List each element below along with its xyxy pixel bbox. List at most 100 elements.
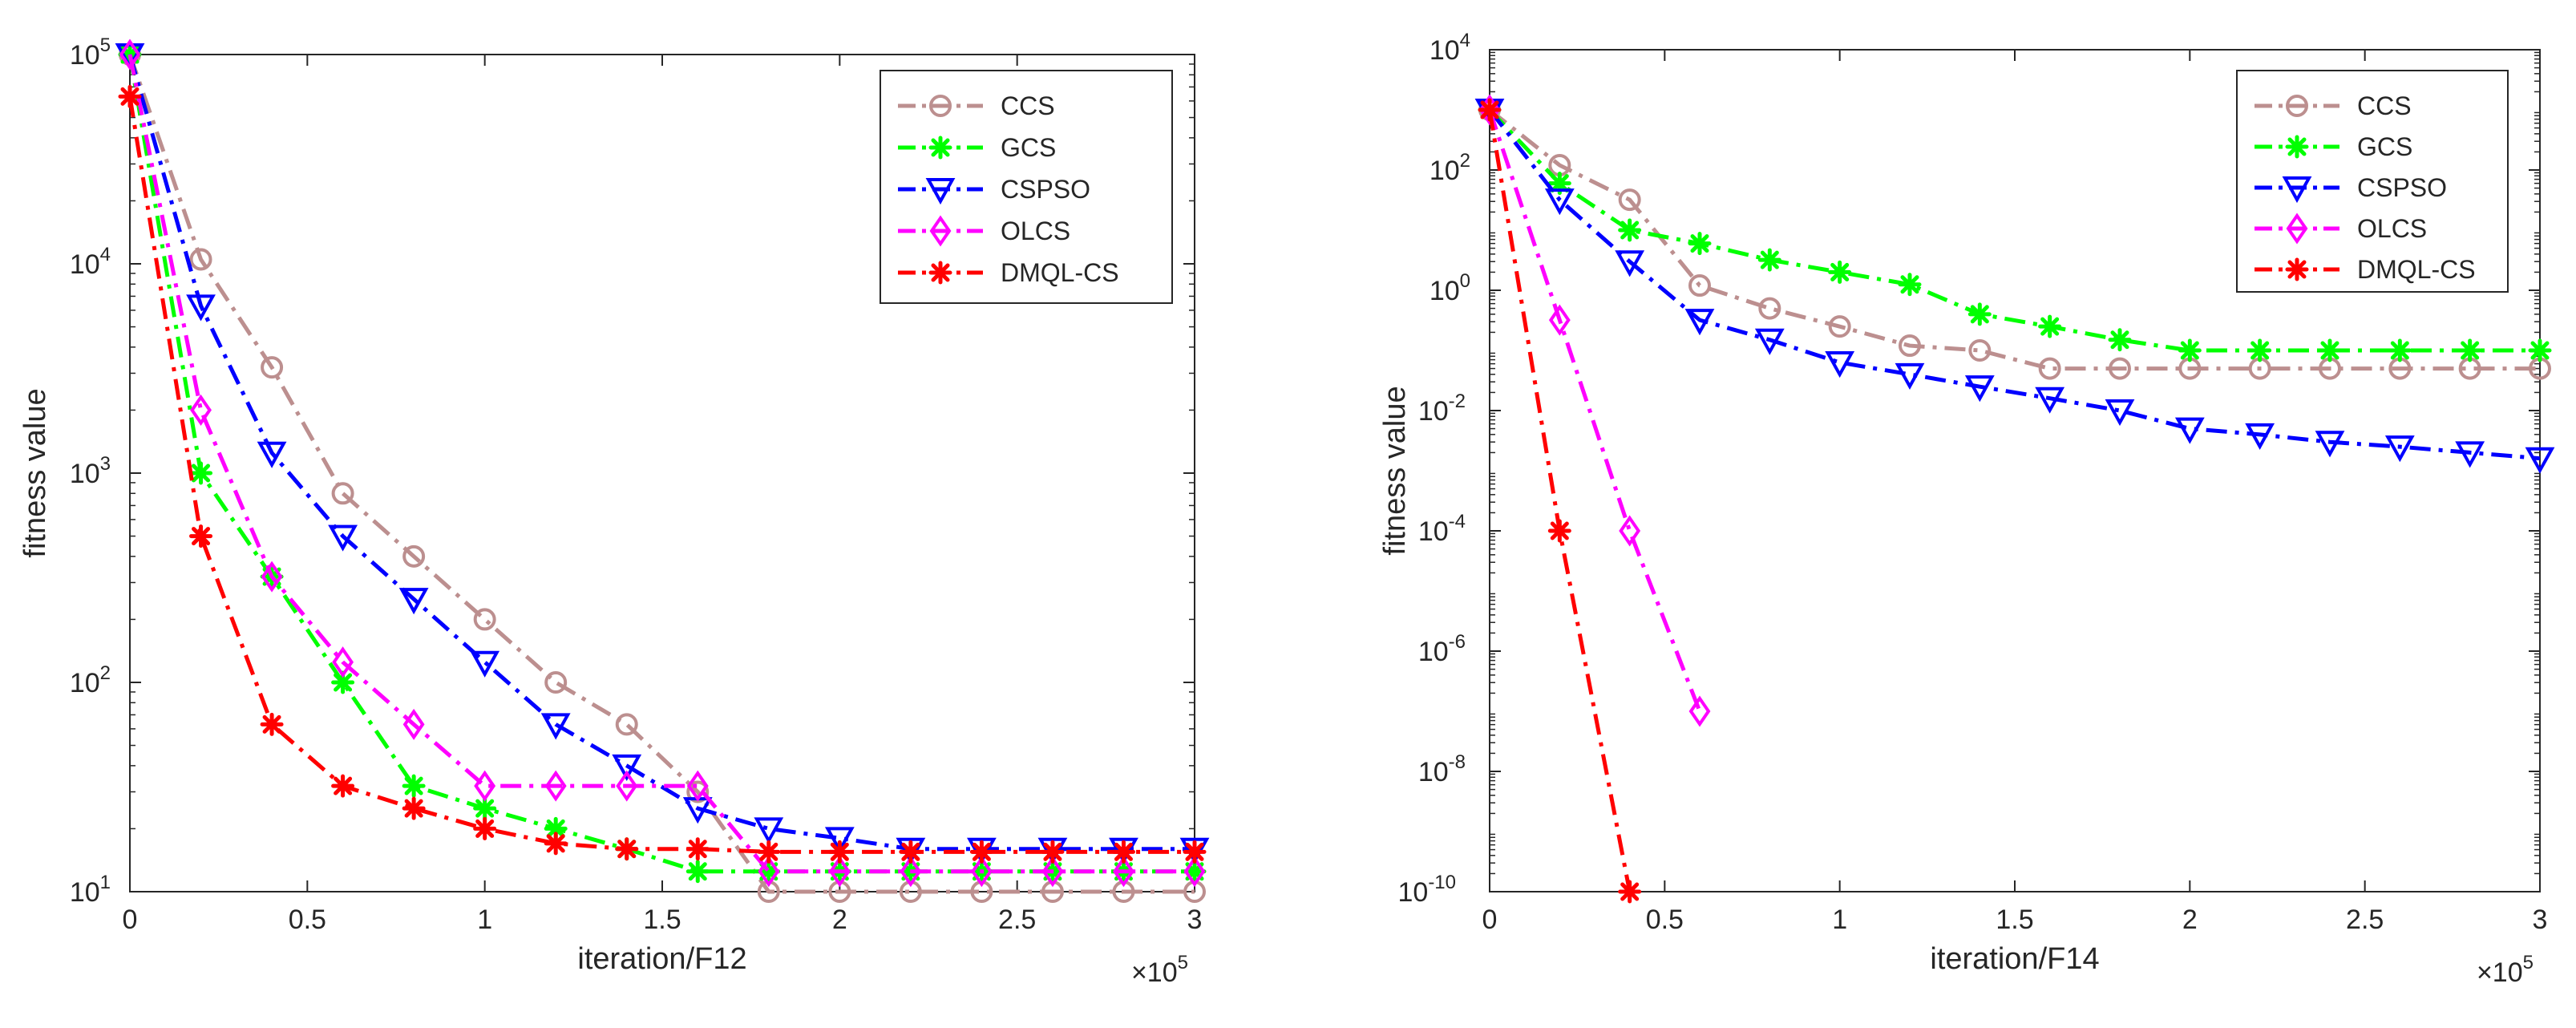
point-cspso xyxy=(1544,188,1575,216)
point-gcs xyxy=(2248,338,2272,362)
series-ccs xyxy=(1478,99,2551,380)
point-gcs xyxy=(685,860,710,884)
point-gcs xyxy=(2528,338,2552,362)
series-dmql-cs xyxy=(118,84,1207,864)
legend-label-cspso: CSPSO xyxy=(1001,175,1090,204)
legend-label-olcs: OLCS xyxy=(2357,214,2427,243)
legend-label-dmql-cs: DMQL-CS xyxy=(1001,258,1119,287)
point-ccs xyxy=(189,248,212,271)
point-gcs xyxy=(2178,338,2202,362)
point-cspso xyxy=(2315,431,2345,458)
point-gcs xyxy=(402,774,426,798)
x-tick-label: 3 xyxy=(2533,905,2548,935)
point-ccs xyxy=(402,544,426,568)
point-gcs xyxy=(2108,328,2132,352)
point-dmql-cs xyxy=(1183,840,1207,864)
point-dmql-cs xyxy=(1111,840,1135,864)
y-tick-label: 100 xyxy=(1430,270,1470,306)
point-ccs xyxy=(1618,188,1641,212)
point-gcs xyxy=(1547,172,1571,196)
point-dmql-cs xyxy=(473,816,497,840)
y-axis-label: fitness value xyxy=(18,388,52,557)
legend: CCS GCS CSPSO OLCS DMQL-CS xyxy=(880,70,1173,304)
point-dmql-cs xyxy=(1041,840,1065,864)
legend-box xyxy=(880,70,1173,304)
point-cspso xyxy=(186,294,216,322)
x-tick-label: 0 xyxy=(123,905,138,935)
point-dmql-cs xyxy=(615,837,639,861)
legend-marker xyxy=(2285,257,2309,281)
point-gcs xyxy=(544,816,568,840)
point-cspso xyxy=(754,817,784,844)
point-cspso xyxy=(1615,250,1645,277)
point-gcs xyxy=(2318,338,2342,362)
point-ccs xyxy=(1688,274,1711,297)
point-dmql-cs xyxy=(189,524,213,548)
x-tick-label: 1 xyxy=(1832,905,1847,935)
point-gcs xyxy=(1967,302,1992,326)
point-dmql-cs xyxy=(969,840,993,864)
point-gcs xyxy=(1757,248,1781,272)
point-gcs xyxy=(1828,260,1852,284)
series-line-olcs xyxy=(1487,109,1702,712)
point-ccs xyxy=(261,356,284,379)
point-cspso xyxy=(824,827,855,854)
series-line-gcs xyxy=(1488,108,2540,353)
point-ccs xyxy=(2109,357,2131,380)
point-cspso xyxy=(612,754,642,781)
point-gcs xyxy=(2458,338,2482,362)
x-tick-label: 2 xyxy=(832,905,847,935)
point-cspso xyxy=(2245,423,2275,450)
point-ccs xyxy=(1899,334,1921,358)
legend-label-gcs: GCS xyxy=(2357,132,2412,161)
x-tick-label: 2 xyxy=(2182,905,2198,935)
legend-label-dmql-cs: DMQL-CS xyxy=(2357,255,2476,284)
point-cspso xyxy=(1964,375,1995,403)
point-olcs xyxy=(402,708,425,740)
point-dmql-cs xyxy=(1547,519,1571,543)
point-gcs xyxy=(1688,232,1712,256)
point-cspso xyxy=(2455,441,2485,468)
x-tick-label: 0.5 xyxy=(1646,905,1684,935)
point-gcs xyxy=(473,796,497,820)
y-tick-label: 101 xyxy=(70,872,111,908)
point-cspso xyxy=(2384,435,2415,463)
y-tick-label: 10-2 xyxy=(1418,391,1466,427)
point-cspso xyxy=(1684,309,1715,336)
series-dmql-cs xyxy=(1478,98,1642,904)
point-cspso xyxy=(115,43,145,71)
point-olcs xyxy=(1688,695,1711,727)
y-axis-label: fitness value xyxy=(1378,386,1412,555)
y-tick-label: 103 xyxy=(70,453,111,489)
point-olcs xyxy=(758,856,780,888)
point-ccs xyxy=(2038,357,2061,380)
point-cspso xyxy=(470,650,500,678)
point-olcs xyxy=(190,394,212,426)
legend-label-cspso: CSPSO xyxy=(2357,173,2447,202)
series-cspso xyxy=(1474,99,2555,474)
x-exponent-label: ×105 xyxy=(1131,952,1188,988)
point-olcs xyxy=(474,770,496,802)
legend-marker xyxy=(928,261,952,285)
legend: CCS GCS CSPSO OLCS DMQL-CS xyxy=(2236,70,2509,293)
x-tick-label: 0.5 xyxy=(289,905,326,935)
point-cspso xyxy=(1825,351,1855,378)
point-cspso xyxy=(1895,362,1925,390)
chart-f14: 0 0.5 1 1.5 2 2.5 3 10-10 10-8 10-6 10-4 10-2 100 102… xyxy=(1378,30,2555,988)
point-olcs xyxy=(686,770,709,802)
x-tick-label: 1.5 xyxy=(643,905,681,935)
point-ccs xyxy=(331,482,354,505)
series-line-ccs xyxy=(1488,108,2540,371)
point-dmql-cs xyxy=(260,712,284,736)
point-gcs xyxy=(1898,273,1922,297)
series-gcs xyxy=(1478,98,2552,362)
legend-marker xyxy=(929,95,952,117)
point-gcs xyxy=(331,670,355,694)
series-line-dmql-cs xyxy=(127,95,1195,854)
point-dmql-cs xyxy=(402,796,426,820)
point-cspso xyxy=(2174,417,2205,444)
series-line-gcs xyxy=(127,54,1195,874)
point-ccs xyxy=(544,671,568,694)
point-ccs xyxy=(1828,315,1851,338)
